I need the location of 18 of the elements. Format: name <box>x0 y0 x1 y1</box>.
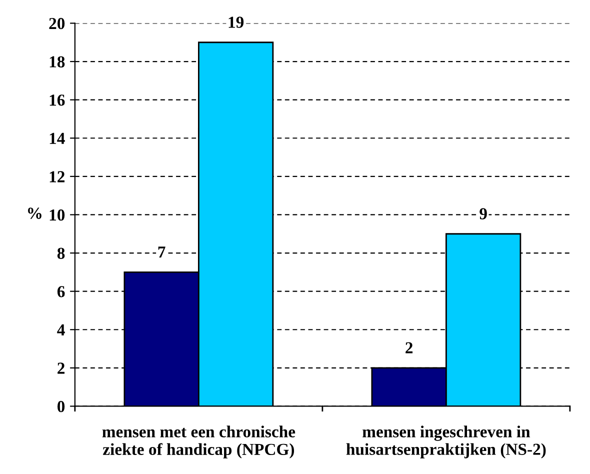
x-tick-label: mensen ingeschreven in huisartsenpraktijken (NS-2) <box>346 426 546 458</box>
data-label: 2 <box>406 342 413 354</box>
data-label: 7 <box>158 246 166 258</box>
y-tick-label: 20 <box>49 18 65 30</box>
y-tick-label: 2 <box>58 362 64 374</box>
y-tick-label: 10 <box>50 209 65 221</box>
y-tick-label: 12 <box>50 171 64 182</box>
x-tick-label: mensen met een chronische ziekte of handicap (NPCG) <box>102 426 296 458</box>
y-tick-label: 16 <box>50 94 65 106</box>
y-tick-label: 8 <box>57 248 65 259</box>
y-tick-label: 0 <box>58 400 65 412</box>
y-tick-label: 6 <box>57 286 65 298</box>
y-axis-title: % <box>28 208 42 219</box>
data-label: 9 <box>480 208 487 220</box>
data-label: 19 <box>228 16 244 28</box>
y-tick-label: 18 <box>50 56 65 68</box>
y-tick-label: 14 <box>50 132 65 144</box>
y-tick-label: 4 <box>57 324 65 336</box>
